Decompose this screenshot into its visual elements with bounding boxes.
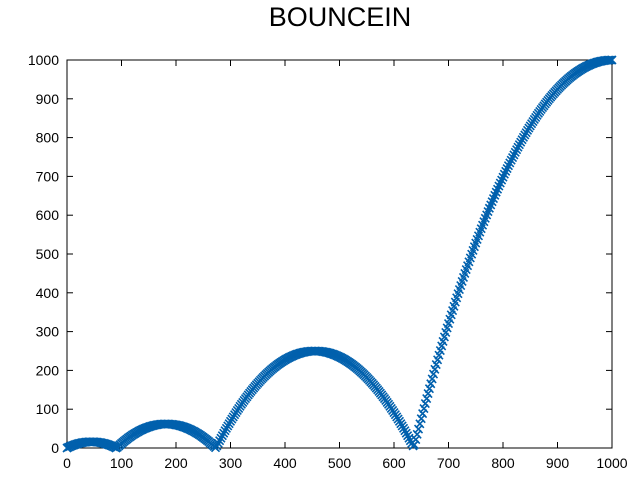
y-tick-label: 200 (36, 362, 60, 378)
data-point (509, 150, 519, 160)
y-tick-label: 700 (36, 168, 60, 184)
y-tick-label: 900 (36, 91, 60, 107)
x-tick-label: 900 (546, 455, 570, 471)
data-point (212, 441, 222, 451)
data-point (513, 142, 523, 152)
data-point (216, 433, 226, 443)
y-tick-label: 300 (36, 324, 60, 340)
y-tick-label: 500 (36, 246, 60, 262)
data-point (412, 429, 422, 439)
data-point (215, 436, 225, 446)
data-point (507, 152, 518, 163)
data-point (512, 145, 522, 155)
y-tick-label: 0 (51, 440, 59, 456)
x-tick-label: 200 (164, 455, 188, 471)
data-point (413, 424, 424, 434)
y-tick-label: 800 (36, 130, 60, 146)
data-point (502, 163, 512, 174)
data-point (403, 431, 413, 441)
data-point (409, 440, 420, 450)
data-point (416, 414, 426, 424)
data-point (606, 55, 616, 65)
y-tick-label: 400 (36, 285, 60, 301)
data-point (607, 55, 617, 65)
data-point (510, 147, 520, 157)
data-point (505, 158, 515, 168)
data-point (415, 419, 425, 429)
data-point (506, 155, 516, 165)
x-tick-label: 700 (437, 455, 461, 471)
x-tick-label: 0 (63, 455, 71, 471)
x-tick-label: 400 (273, 455, 297, 471)
x-tick-label: 600 (382, 455, 406, 471)
data-point (213, 438, 223, 448)
data-point (604, 55, 614, 65)
x-tick-label: 1000 (596, 455, 627, 471)
chart-title: BOUNCEIN (268, 2, 412, 32)
x-tick-label: 500 (328, 455, 352, 471)
x-tick-label: 800 (491, 455, 515, 471)
y-tick-label: 1000 (28, 52, 59, 68)
x-tick-label: 300 (219, 455, 243, 471)
data-point (503, 161, 514, 171)
y-tick-label: 600 (36, 207, 60, 223)
data-point (404, 433, 414, 443)
y-tick-label: 100 (36, 401, 60, 417)
data-point (501, 166, 511, 176)
data-point (411, 434, 421, 445)
x-tick-label: 100 (110, 455, 134, 471)
